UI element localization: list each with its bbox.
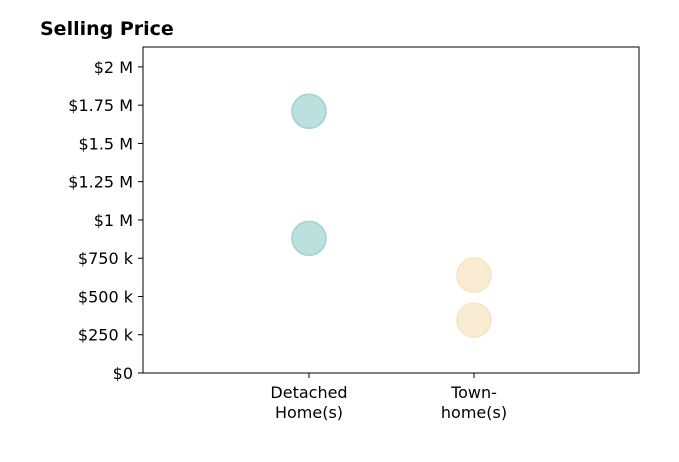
y-tick-label: $1.75 M	[68, 96, 133, 115]
x-tick-label: Detached	[270, 383, 347, 402]
plot-frame	[142, 46, 640, 374]
y-tick-label: $500 k	[78, 287, 134, 306]
y-tick-label: $2 M	[94, 58, 133, 77]
y-tick-label: $750 k	[78, 249, 134, 268]
y-tick-label: $1 M	[94, 211, 133, 230]
y-tick-label: $0	[113, 364, 133, 383]
x-tick-label: home(s)	[441, 403, 507, 422]
y-axis: $0 $250 k $500 k $750 k $1 M $1.25 M $1.5 M $1.…	[68, 58, 143, 383]
data-point	[456, 257, 492, 293]
data-point	[291, 93, 327, 130]
x-tick-label: Town-	[450, 383, 497, 402]
y-tick-label: $250 k	[78, 326, 134, 345]
y-tick-label: $1.25 M	[68, 173, 133, 192]
y-tick-label: $1.5 M	[78, 134, 133, 153]
data-point	[456, 302, 492, 338]
x-tick-label: Home(s)	[275, 403, 343, 422]
data-point	[291, 220, 327, 257]
chart-title: Selling Price	[40, 18, 174, 40]
points-layer	[291, 93, 492, 338]
